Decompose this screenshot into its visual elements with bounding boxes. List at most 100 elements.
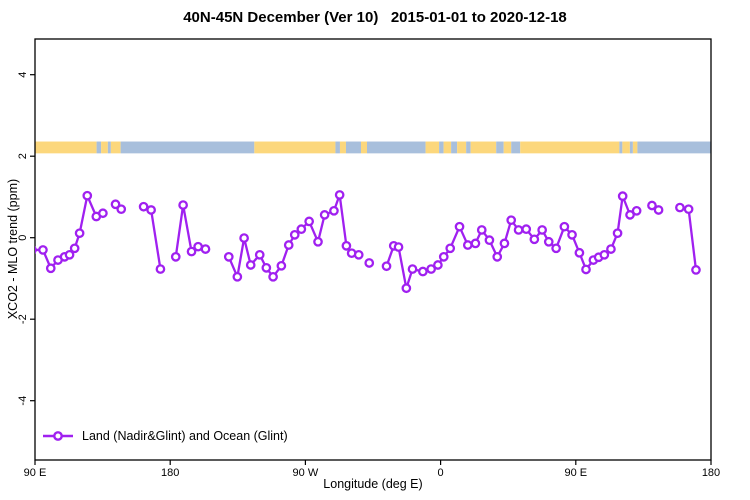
coast-segment-ocean (451, 141, 458, 154)
data-point (69, 243, 80, 254)
coast-segment-land (35, 141, 97, 154)
data-point (110, 199, 121, 210)
data-point (268, 271, 278, 282)
data-point (418, 266, 428, 277)
data-point (401, 283, 412, 294)
data-point (426, 264, 436, 274)
data-point (223, 252, 234, 262)
series-line (678, 206, 698, 272)
data-point (567, 229, 577, 240)
y-tick-label: 4 (17, 72, 29, 78)
coast-segment-ocean (466, 141, 471, 154)
data-point (574, 247, 585, 258)
data-point (178, 200, 188, 210)
data-point (647, 200, 657, 211)
data-point (186, 246, 197, 257)
x-tick-label: 180 (702, 467, 720, 479)
data-point (319, 210, 330, 220)
data-point (296, 224, 307, 234)
coast-segment-ocean (637, 141, 711, 154)
coast-segment-land (101, 141, 108, 154)
coast-segment-ocean (619, 141, 623, 154)
coast-segment-ocean (511, 141, 521, 154)
data-point (492, 252, 503, 262)
data-point (617, 191, 628, 201)
legend-label: Land (Nadir&Glint) and Ocean (Glint) (82, 429, 288, 443)
coast-segment-land (470, 141, 497, 154)
coast-segment-ocean (439, 141, 444, 154)
coast-segment-land (520, 141, 620, 154)
x-tick-label: 0 (438, 467, 444, 479)
data-point (82, 190, 93, 201)
coast-segment-land (254, 141, 336, 154)
y-axis-ticks: 4 2 0 -2 -4 (17, 72, 35, 406)
data-point (35, 246, 37, 254)
data-point (625, 210, 635, 220)
coastline-band (35, 141, 711, 154)
data-point (261, 263, 272, 273)
data-point (232, 271, 243, 282)
data-point (462, 240, 473, 250)
coast-segment-land (457, 141, 467, 154)
coast-segment-ocean (120, 141, 255, 154)
data-point (239, 233, 249, 243)
data-point (476, 225, 487, 235)
data-point (353, 249, 364, 260)
coast-segment-ocean (496, 141, 504, 154)
data-point (407, 264, 418, 274)
data-point (381, 261, 392, 272)
data-point (64, 249, 75, 260)
data-point (393, 242, 404, 252)
coast-segment-land (622, 141, 630, 154)
coast-segment-ocean (366, 141, 426, 154)
data-point (529, 234, 540, 245)
data-point (116, 204, 127, 215)
data-point (276, 260, 287, 271)
data-point (513, 225, 524, 235)
y-tick-label: 0 (17, 235, 29, 241)
coast-segment-ocean (345, 141, 361, 154)
y-tick-label: -2 (17, 314, 29, 324)
data-point (138, 201, 149, 212)
coast-segment-ocean (96, 141, 102, 154)
data-point (581, 264, 591, 275)
coast-segment-land (443, 141, 452, 154)
data-point (499, 238, 510, 249)
data-point (653, 205, 664, 215)
y-tick-label: -4 (17, 396, 29, 406)
data-point (551, 243, 561, 254)
data-point (433, 260, 443, 270)
data-point (470, 238, 481, 249)
data-point (45, 263, 56, 274)
coast-segment-ocean (107, 141, 111, 154)
data-point (543, 236, 554, 247)
coast-segment-ocean (335, 141, 340, 154)
series-land-ocean (35, 190, 701, 294)
data-point (438, 252, 449, 262)
data-point (612, 228, 623, 239)
y-tick-label: 2 (17, 153, 29, 159)
x-axis-title: Longitude (deg E) (323, 477, 423, 491)
data-point (675, 202, 685, 213)
data-point (245, 260, 256, 270)
data-point (98, 208, 108, 219)
legend: Land (Nadir&Glint) and Ocean (Glint) (42, 429, 288, 443)
data-point (334, 190, 345, 200)
coast-segment-ocean (629, 141, 633, 154)
coast-segment-land (339, 141, 346, 154)
data-point (606, 244, 616, 254)
x-tick-label: 90 W (293, 467, 319, 479)
data-point (74, 228, 85, 239)
coast-segment-land (110, 141, 121, 154)
x-tick-label: 90 E (564, 467, 587, 479)
data-point (254, 249, 265, 260)
data-point (304, 216, 315, 227)
data-point (506, 215, 517, 226)
data-point (364, 258, 375, 268)
data-point (38, 245, 48, 255)
data-point (484, 235, 495, 245)
data-point (521, 224, 532, 234)
data-point (170, 252, 181, 262)
data-point (445, 243, 456, 254)
